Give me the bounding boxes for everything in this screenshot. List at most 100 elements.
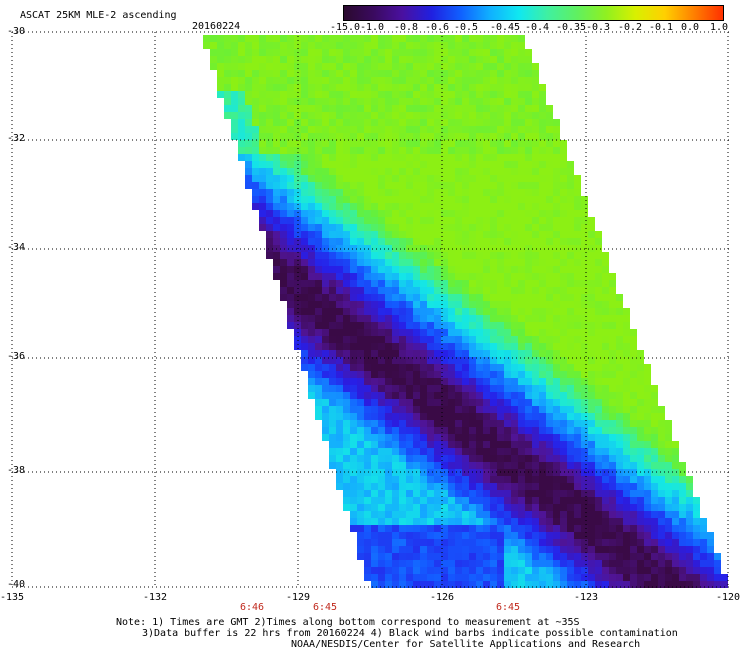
swath-cell (602, 532, 609, 539)
swath-cell (546, 574, 553, 581)
swath-cell (364, 294, 371, 301)
swath-cell (343, 504, 350, 511)
swath-cell (427, 525, 434, 532)
swath-cell (595, 245, 602, 252)
swath-cell (301, 119, 308, 126)
swath-cell (399, 504, 406, 511)
colorbar (343, 5, 724, 21)
swath-cell (406, 504, 413, 511)
swath-cell (336, 462, 343, 469)
swath-cell (364, 518, 371, 525)
swath-cell (525, 448, 532, 455)
swath-cell (448, 98, 455, 105)
swath-cell (385, 126, 392, 133)
swath-cell (245, 119, 252, 126)
swath-cell (560, 308, 567, 315)
swath-cell (329, 91, 336, 98)
swath-cell (406, 203, 413, 210)
swath-cell (294, 210, 301, 217)
swath-cell (371, 252, 378, 259)
swath-cell (315, 406, 322, 413)
swath-cell (483, 203, 490, 210)
swath-cell (273, 56, 280, 63)
swath-cell (357, 350, 364, 357)
swath-cell (588, 266, 595, 273)
swath-cell (280, 112, 287, 119)
swath-cell (308, 56, 315, 63)
swath-cell (224, 49, 231, 56)
swath-cell (567, 287, 574, 294)
swath-cell (343, 455, 350, 462)
swath-cell (539, 455, 546, 462)
swath-cell (672, 567, 679, 574)
swath-cell (532, 567, 539, 574)
swath-cell (399, 308, 406, 315)
swath-cell (238, 98, 245, 105)
swath-cell (511, 140, 518, 147)
swath-cell (539, 98, 546, 105)
swath-cell (511, 56, 518, 63)
swath-cell (602, 364, 609, 371)
swath-cell (399, 273, 406, 280)
swath-cell (385, 560, 392, 567)
swath-cell (574, 546, 581, 553)
swath-cell (588, 427, 595, 434)
swath-cell (294, 266, 301, 273)
swath-cell (462, 448, 469, 455)
swath-cell (259, 77, 266, 84)
colorbar-tick-label: -0.1 (648, 22, 674, 33)
swath-cell (623, 553, 630, 560)
swath-cell (539, 490, 546, 497)
swath-cell (399, 35, 406, 42)
swath-cell (511, 329, 518, 336)
swath-cell (364, 56, 371, 63)
swath-cell (210, 42, 217, 49)
swath-cell (609, 273, 616, 280)
swath-cell (252, 42, 259, 49)
swath-cell (658, 553, 665, 560)
swath-cell (392, 336, 399, 343)
swath-cell (609, 560, 616, 567)
lat-label-38: -38 (7, 465, 26, 476)
swath-cell (581, 546, 588, 553)
swath-cell (287, 98, 294, 105)
swath-cell (413, 350, 420, 357)
swath-cell (434, 483, 441, 490)
swath-cell (686, 518, 693, 525)
swath-cell (448, 196, 455, 203)
swath-cell (378, 476, 385, 483)
swath-cell (399, 392, 406, 399)
swath-cell (399, 427, 406, 434)
swath-cell (280, 63, 287, 70)
swath-cell (532, 294, 539, 301)
swath-cell (448, 63, 455, 70)
swath-cell (420, 406, 427, 413)
swath-cell (483, 385, 490, 392)
swath-cell (518, 182, 525, 189)
swath-cell (420, 462, 427, 469)
swath-cell (462, 532, 469, 539)
swath-cell (567, 301, 574, 308)
swath-cell (455, 147, 462, 154)
swath-cell (560, 567, 567, 574)
swath-cell (581, 378, 588, 385)
swath-cell (574, 231, 581, 238)
swath-cell (315, 84, 322, 91)
swath-cell (315, 399, 322, 406)
swath-cell (420, 329, 427, 336)
swath-cell (287, 105, 294, 112)
swath-cell (329, 119, 336, 126)
swath-cell (350, 133, 357, 140)
swath-cell (301, 175, 308, 182)
swath-cell (427, 301, 434, 308)
swath-cell (567, 539, 574, 546)
swath-cell (483, 252, 490, 259)
swath-cell (280, 273, 287, 280)
swath-cell (455, 259, 462, 266)
swath-cell (679, 462, 686, 469)
swath-cell (392, 483, 399, 490)
swath-cell (595, 504, 602, 511)
swath-cell (322, 119, 329, 126)
swath-cell (371, 441, 378, 448)
swath-cell (476, 280, 483, 287)
